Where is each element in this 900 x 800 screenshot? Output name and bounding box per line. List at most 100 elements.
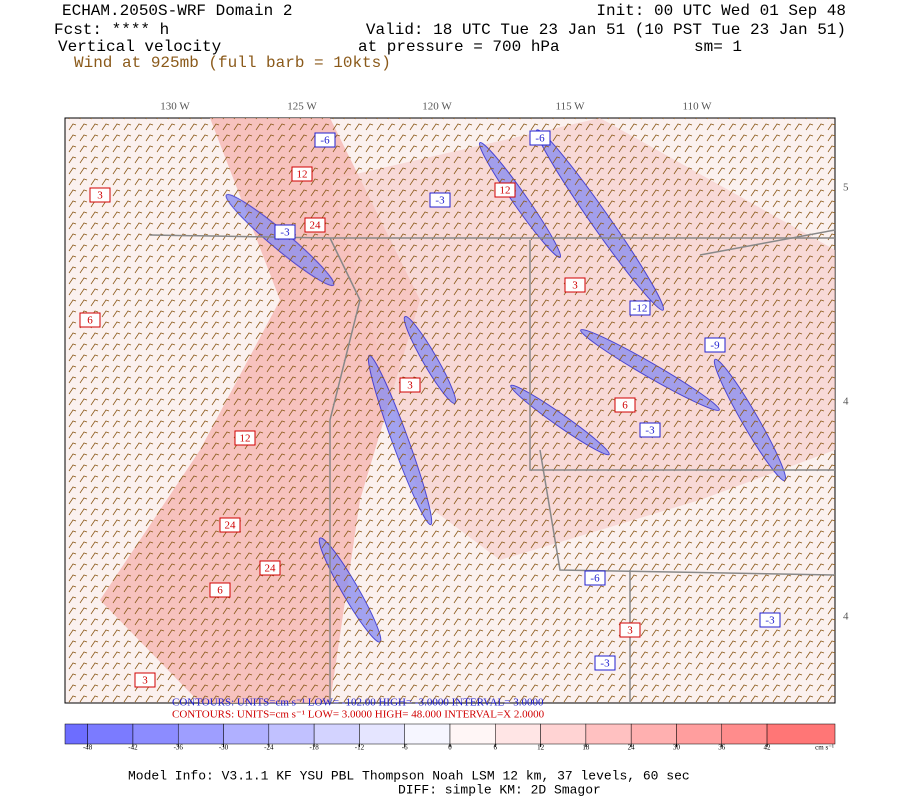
level: at pressure = 700 hPa [358,38,560,56]
colorbar-tick-label: -12 [355,744,365,752]
boundaries [149,229,836,703]
contour-label: 3 [572,280,578,292]
colorbar-tick-label: 36 [718,744,726,752]
contour-label: 12 [297,169,308,181]
contour-label-box [619,622,641,638]
contour-label: 6 [217,585,223,597]
contour-label: -3 [600,658,610,670]
contour-label-box [259,560,281,576]
contour-label: -3 [435,195,445,207]
lon-label: 110 W [682,101,712,113]
colorbar: -48 -42 -36 -30 -24 -18 -12 -6 0 6 12 18 24 30 36 42 cm … [64,723,836,752]
contour-label-box [584,570,606,586]
contour-label-box [219,517,241,533]
contour-label: 3 [97,190,103,202]
contour-label-box [314,132,336,148]
contour-label-box [529,130,551,146]
colorbar-tick-label: -24 [264,744,274,752]
colorbar-swatch [177,723,224,745]
contour-label: 3 [142,675,148,687]
valid: Valid: 18 UTC Tue 23 Jan 51 (10 PST Tue … [366,21,846,39]
field: Vertical velocity [58,38,222,56]
contour-info-red: CONTOURS: UNITS=cm s⁻¹ LOW= 3.0000 HIGH=… [172,709,545,721]
contour-label: 6 [622,400,628,412]
colorbar-swatch [540,723,587,745]
colorbar-tick-label: -36 [174,744,184,752]
contour-label: -3 [645,425,655,437]
colorbar-tick-label: 18 [582,744,590,752]
contour-label: 3 [627,625,633,637]
colorbar-tick-label: 30 [673,744,681,752]
colorbar-swatch [495,723,541,745]
contour-label-box [134,672,156,688]
diff-info: DIFF: simple KM: 2D Smagor [398,782,601,797]
colorbar-tick-label: 42 [764,744,772,752]
colorbar-units: cm s⁻¹ [815,744,834,752]
contour-label: 12 [240,433,251,445]
map: -3 12 24 -6 3 -3 12 -6 3 24 -12 6 -3 3 12 6 24 -6 3 -3 -9 3 -3… [64,117,836,704]
colorbar-swatch [721,723,768,745]
contour-label-box [79,312,101,328]
contour-label-box [304,217,326,233]
colorbar-tick-label: -30 [219,744,229,752]
lon-label: 120 W [422,101,452,113]
contour-label: -6 [320,135,330,147]
contour-label-box [291,166,313,182]
contour-label: -3 [280,227,290,239]
contour-label-box [759,612,781,628]
contour-label: 24 [265,563,277,575]
contour-label-box [209,582,231,598]
colorbar-swatch [132,723,179,745]
colorbar-tick-label: 0 [448,744,452,752]
contour-label: 6 [87,315,93,327]
contour-label-box [704,337,726,353]
contour-label-box [494,182,516,198]
lat-label: 4 [843,396,849,408]
contour-label-box [89,187,111,203]
contour-label-box [234,430,256,446]
model-info: Model Info: V3.1.1 KF YSU PBL Thompson N… [128,768,690,783]
smooth: sm= 1 [694,38,742,56]
colorbar-swatch [676,723,723,745]
fcst: Fcst: **** h [54,21,169,39]
colorbar-swatch [313,723,360,745]
contour-label-box [399,377,421,393]
contour-label: -6 [590,573,600,585]
contour-label: -6 [535,133,545,145]
lon-label: 130 W [160,101,190,113]
contour-label-box [429,192,451,208]
contour-label: -9 [710,340,720,352]
colorbar-swatch [359,723,405,745]
contour-label-box [614,397,636,413]
contour-label-box [629,300,651,316]
colorbar-swatch [404,723,451,745]
lat-label: 5 [843,182,849,194]
colorbar-tick-label: 12 [537,744,545,752]
colorbar-swatch [449,723,496,745]
wind-barbs [65,118,835,703]
contour-label: 24 [225,520,237,532]
contour-label: -3 [765,615,775,627]
colorbar-tick-label: -6 [402,744,408,752]
colorbar-tick-label: -42 [128,744,138,752]
colorbar-tick-label: 6 [494,744,498,752]
colorbar-tick-label: -18 [309,744,319,752]
contour-label-box [274,224,296,240]
contour-label: 3 [407,380,413,392]
colorbar-swatch [630,723,677,745]
contour-label-box [594,655,616,671]
contour-label-box [639,422,661,438]
lon-label: 115 W [555,101,585,113]
colorbar-tick-label: 24 [628,744,636,752]
colorbar-swatch [223,723,270,745]
colorbar-swatch [585,723,632,745]
lat-label: 4 [843,611,849,623]
colorbar-swatch [766,723,836,745]
contour-label-box [564,277,586,293]
contour-label: -12 [633,303,648,315]
colorbar-swatch [87,723,134,745]
colorbar-swatch [64,723,88,745]
colorbar-tick-label: -48 [83,744,93,752]
